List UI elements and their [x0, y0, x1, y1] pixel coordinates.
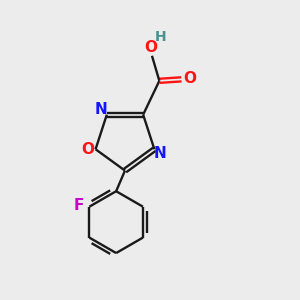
Text: H: H [155, 30, 166, 44]
Text: N: N [94, 102, 107, 117]
Text: O: O [144, 40, 157, 55]
Text: N: N [154, 146, 167, 161]
Text: O: O [183, 71, 196, 86]
Text: F: F [74, 198, 84, 213]
Text: O: O [81, 142, 94, 157]
